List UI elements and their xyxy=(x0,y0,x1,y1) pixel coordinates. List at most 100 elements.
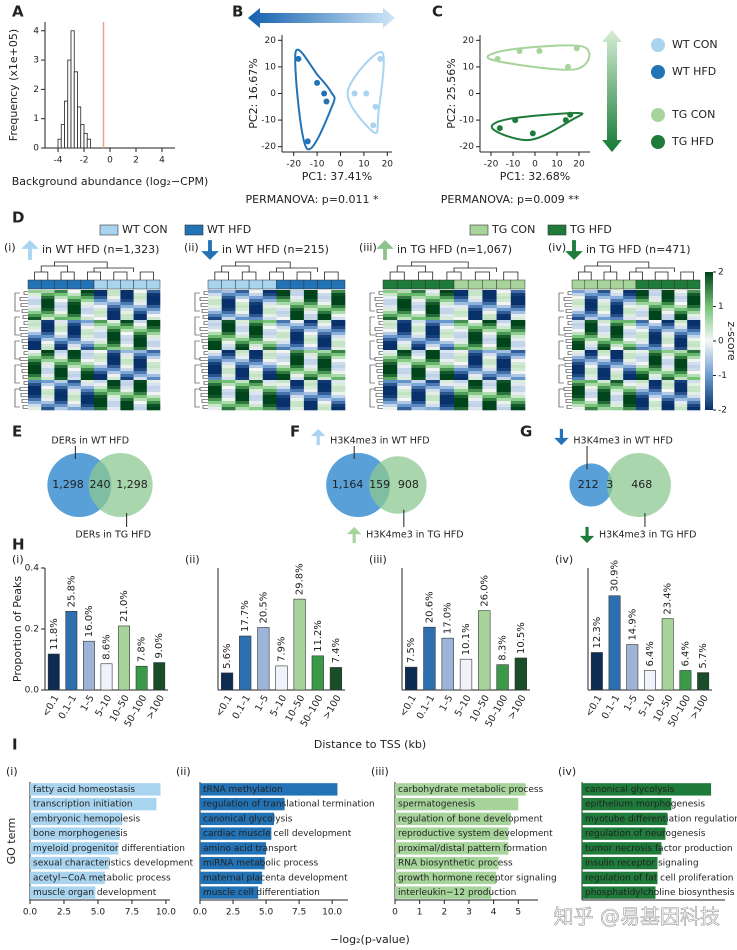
heatmap-cell xyxy=(610,365,624,369)
heatmap-cell xyxy=(584,368,598,372)
bar-term: embryonic hemopoiesis xyxy=(33,814,141,824)
heatmap-title: in TG HFD (n=471) xyxy=(586,243,691,256)
sample-strip xyxy=(425,279,441,290)
heatmap-cell xyxy=(28,317,42,321)
heatmap-cell xyxy=(623,371,637,375)
heatmap-cell xyxy=(276,368,291,372)
heatmap-cell xyxy=(303,299,318,303)
heatmap-cell xyxy=(276,341,291,345)
heatmap-cell xyxy=(317,353,332,357)
y-tick-label: -10 xyxy=(261,116,276,126)
heatmap-cell xyxy=(221,359,236,363)
heatmap-cell xyxy=(584,320,598,324)
bar xyxy=(83,640,95,691)
heatmap-cell xyxy=(107,404,121,408)
heatmap-cell xyxy=(468,338,483,342)
heatmap-cell xyxy=(411,341,426,345)
heatmap-cell xyxy=(597,329,611,333)
heatmap-cell xyxy=(28,377,42,381)
heatmap-cell xyxy=(262,404,277,408)
heatmap-cell xyxy=(249,398,264,402)
heatmap-cell xyxy=(674,305,688,309)
heatmap-cell xyxy=(454,344,469,348)
heatmap-cell xyxy=(439,368,455,372)
heatmap-cell xyxy=(208,380,222,384)
heatmap-cell xyxy=(397,377,412,381)
heatmap-cell xyxy=(397,311,412,315)
sample-strip xyxy=(686,279,701,290)
heatmap-cell xyxy=(303,293,318,297)
heatmap-cell xyxy=(482,392,497,396)
heatmap-cell xyxy=(397,344,412,348)
heatmap-cell xyxy=(290,332,305,336)
heatmap-cell xyxy=(317,389,332,393)
heatmap-cell xyxy=(584,356,598,360)
heatmap-cell xyxy=(610,398,624,402)
heatmap-cell xyxy=(454,401,469,405)
heatmap-cell xyxy=(610,395,624,399)
heatmap-cell xyxy=(397,335,412,339)
histogram-bar xyxy=(70,30,75,149)
heatmap-cell xyxy=(623,380,637,384)
heatmap-cell xyxy=(290,395,305,399)
heatmap-cell xyxy=(262,380,277,384)
heatmap-cell xyxy=(496,296,512,300)
heatmap-cell xyxy=(331,395,346,399)
heatmap-cell xyxy=(41,365,55,369)
heatmap-cell xyxy=(80,299,95,303)
heatmap-cell xyxy=(661,362,675,366)
heatmap-cell xyxy=(496,323,512,327)
heatmap-cell xyxy=(54,326,68,330)
heatmap-cell xyxy=(468,302,483,306)
sample-strip xyxy=(396,279,412,290)
heatmap-cell xyxy=(411,323,426,327)
heatmap-cell xyxy=(120,395,134,399)
heatmap-cell xyxy=(249,347,264,351)
heatmap-cell xyxy=(94,353,108,357)
y-tick-label: 0.2 xyxy=(25,625,39,635)
sample-strip xyxy=(67,279,82,290)
heatmap-cell xyxy=(674,398,688,402)
heatmap-cell xyxy=(397,392,412,396)
heatmap-cell xyxy=(496,401,512,405)
heatmap-cell xyxy=(276,338,291,342)
heatmap-cell xyxy=(496,380,512,384)
heatmap-cell xyxy=(146,353,161,357)
heatmap-cell xyxy=(235,311,250,315)
heatmap-cell xyxy=(41,311,55,315)
heatmap-cell xyxy=(411,362,426,366)
heatmap-cell xyxy=(572,317,586,321)
heatmap-cell xyxy=(41,341,55,345)
heatmap-cell xyxy=(303,371,318,375)
heatmap-cell xyxy=(572,377,586,381)
heatmap-cell xyxy=(331,407,346,411)
heatmap-cell xyxy=(94,320,108,324)
y-tick-label: 0.4 xyxy=(25,564,40,574)
heatmap-cell xyxy=(67,290,82,294)
heatmap-cell xyxy=(648,386,662,390)
heatmap-cell xyxy=(317,332,332,336)
bar-term: carbohydrate metabolic process xyxy=(398,785,544,795)
heatmap-cell xyxy=(235,380,250,384)
heatmap-cell xyxy=(383,326,398,330)
heatmap-cell xyxy=(120,311,134,315)
heatmap-cell xyxy=(208,332,222,336)
heatmap-cell xyxy=(235,320,250,324)
heatmap-cell xyxy=(572,308,586,312)
value-label: 6.4% xyxy=(680,641,691,666)
heatmap-cell xyxy=(572,389,586,393)
heatmap-cell xyxy=(597,374,611,378)
heatmap-cell xyxy=(674,323,688,327)
heatmap-cell xyxy=(572,386,586,390)
venn-set-label: H3K4me3 in TG HFD xyxy=(366,530,463,541)
heatmap-cell xyxy=(249,362,264,366)
y-tick-label: 10 xyxy=(265,62,277,72)
heatmap-cell xyxy=(510,329,526,333)
heatmap-cell xyxy=(572,299,586,303)
heatmap-cell xyxy=(597,341,611,345)
heatmap-cell xyxy=(94,296,108,300)
heatmap-cell xyxy=(636,359,650,363)
heatmap-cell xyxy=(290,377,305,381)
heatmap-cell xyxy=(454,380,469,384)
